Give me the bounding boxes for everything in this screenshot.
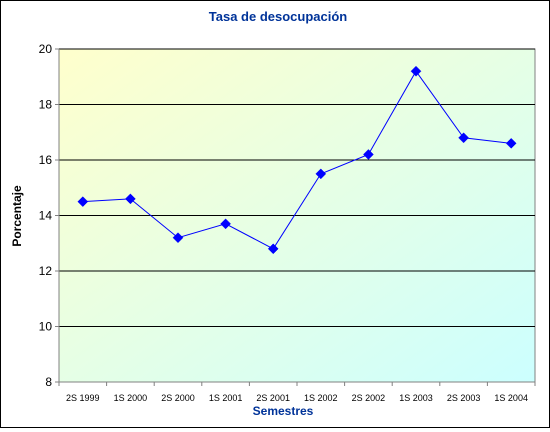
- x-axis-label: Semestres: [253, 404, 314, 418]
- x-tick-label: 1S 2001: [209, 393, 243, 403]
- data-point-marker: [172, 232, 184, 244]
- y-tick-label: 14: [39, 209, 53, 223]
- x-tick-label: 2S 1999: [66, 393, 100, 403]
- grid-lines: [59, 48, 535, 327]
- data-point-marker: [363, 149, 374, 160]
- x-tick-label: 2S 2001: [256, 393, 290, 403]
- y-axis-ticks: 8 10 12 14 16 18 20: [39, 42, 59, 389]
- y-tick-label: 12: [39, 264, 53, 278]
- x-tick-label: 2S 2000: [161, 393, 195, 403]
- y-axis-label: Porcentaje: [10, 185, 24, 247]
- data-point-marker: [267, 243, 279, 255]
- data-point-marker: [505, 137, 517, 149]
- y-tick-label: 20: [39, 42, 53, 56]
- y-tick-label: 8: [45, 375, 52, 389]
- data-point-marker: [77, 196, 89, 207]
- x-tick-label: 2S 2003: [447, 393, 481, 403]
- chart-title: Tasa de desocupación: [209, 9, 348, 24]
- data-point-marker: [458, 132, 469, 144]
- data-point-marker: [315, 168, 327, 180]
- x-tick-label: 1S 2002: [304, 393, 338, 403]
- x-tick-label: 1S 2004: [494, 393, 528, 403]
- y-tick-label: 16: [39, 153, 53, 167]
- data-point-marker: [220, 218, 231, 230]
- series-unemployment: [77, 65, 517, 255]
- series-line: [82, 70, 512, 250]
- y-tick-label: 10: [39, 320, 53, 334]
- x-axis-ticks: 2S 1999 1S 2000 2S 2000 1S 2001 2S 2001 1S 20…: [58, 382, 536, 403]
- x-tick-label: 2S 2002: [352, 393, 386, 403]
- y-tick-label: 18: [39, 98, 53, 112]
- data-point-marker: [410, 65, 422, 77]
- x-tick-label: 1S 2000: [114, 393, 148, 403]
- data-point-marker: [125, 193, 136, 205]
- x-tick-label: 1S 2003: [399, 393, 433, 403]
